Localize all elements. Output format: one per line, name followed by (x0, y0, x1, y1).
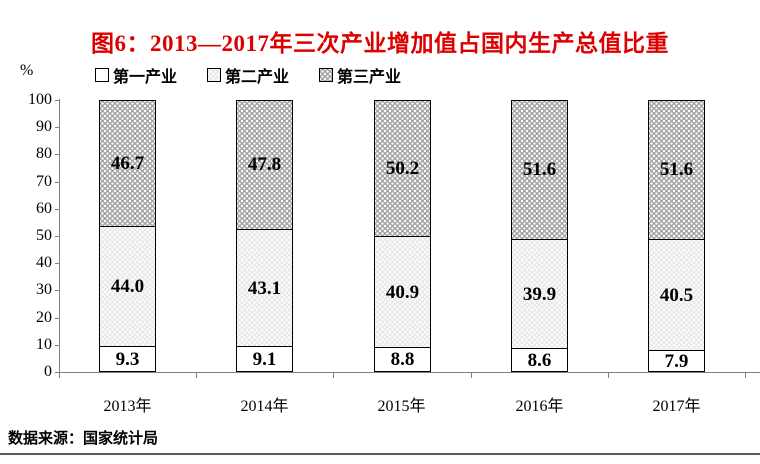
legend-swatch-primary-industry (95, 68, 109, 82)
y-axis-unit-label: % (20, 62, 34, 79)
bar-value-label-series3-2015年: 50.2 (385, 158, 420, 179)
source-note: 数据来源：国家统计局 (8, 430, 159, 447)
y-axis-tick-60 (55, 209, 59, 210)
y-axis-tick-90 (55, 127, 59, 128)
page-bottom-rule (0, 453, 760, 455)
x-axis-tick-1 (196, 373, 197, 378)
y-axis-tick-label-0: 0 (44, 363, 52, 380)
y-axis-line (59, 99, 60, 372)
y-axis-tick-label-80: 80 (36, 145, 52, 162)
y-axis-tick-label-60: 60 (36, 200, 52, 217)
x-axis-tick-5 (745, 373, 746, 378)
y-axis-tick-label-50: 50 (36, 227, 52, 244)
y-axis-tick-label-100: 100 (28, 91, 52, 108)
bar-value-label-series1-2016年: 8.6 (527, 350, 552, 371)
bar-segment-series2-2014年 (236, 230, 293, 347)
y-axis-tick-70 (55, 182, 59, 183)
y-axis-tick-100 (55, 100, 59, 101)
x-axis-tick-4 (608, 373, 609, 378)
y-axis-tick-label-70: 70 (36, 173, 52, 190)
legend-label-secondary-industry: 第二产业 (225, 69, 290, 86)
bar-value-label-series2-2015年: 40.9 (385, 282, 420, 303)
x-axis-tick-0 (59, 373, 60, 378)
y-axis-tick-30 (55, 290, 59, 291)
bar-segment-series3-2015年 (374, 100, 431, 237)
bar-value-label-series2-2013年: 44.0 (110, 276, 145, 297)
legend-swatch-secondary-industry (207, 68, 222, 82)
bar-segment-series2-2017年 (648, 240, 705, 351)
y-axis-tick-label-40: 40 (36, 254, 52, 271)
bar-value-label-series3-2013年: 46.7 (110, 153, 145, 174)
legend-swatch-tertiary-industry (319, 68, 334, 82)
bar-segment-series1-2015年 (374, 348, 431, 372)
legend-item-tertiary-industry: 第三产业 (319, 63, 401, 87)
bar-segment-series3-2014年 (236, 100, 293, 230)
x-axis-label-2017年: 2017年 (652, 398, 701, 415)
chart-title: 图6：2013—2017年三次产业增加值占国内生产总值比重 (91, 31, 669, 56)
y-axis-tick-label-20: 20 (36, 309, 52, 326)
y-axis-tick-20 (55, 318, 59, 319)
bar-value-label-series1-2013年: 9.3 (115, 349, 140, 370)
bar-value-label-series3-2017年: 51.6 (659, 159, 694, 180)
bar-segment-series1-2017年 (648, 351, 705, 372)
x-axis-tick-3 (471, 373, 472, 378)
bar-value-label-series2-2017年: 40.5 (659, 285, 694, 306)
bar-value-label-series3-2014年: 47.8 (247, 154, 282, 175)
x-axis-label-2016年: 2016年 (515, 398, 564, 415)
x-axis-label-2013年: 2013年 (103, 398, 152, 415)
y-axis-tick-40 (55, 263, 59, 264)
legend-label-tertiary-industry: 第三产业 (337, 69, 402, 86)
bar-value-label-series2-2016年: 39.9 (522, 284, 557, 305)
bar-segment-series3-2016年 (511, 100, 568, 240)
y-axis-tick-80 (55, 154, 59, 155)
x-axis-label-2015年: 2015年 (377, 398, 426, 415)
legend: 第一产业 第二产业 第三产业 (95, 63, 401, 87)
bar-value-label-series1-2014年: 9.1 (252, 349, 277, 370)
bar-segment-series1-2013年 (99, 347, 156, 372)
y-axis-tick-label-90: 90 (36, 118, 52, 135)
x-axis-label-2014年: 2014年 (240, 398, 289, 415)
x-axis-tick-2 (333, 373, 334, 378)
bar-segment-series2-2016年 (511, 240, 568, 349)
bar-value-label-series1-2017年: 7.9 (664, 351, 689, 372)
legend-label-primary-industry: 第一产业 (113, 69, 178, 86)
y-axis-tick-label-10: 10 (36, 336, 52, 353)
bar-segment-series2-2015年 (374, 237, 431, 348)
legend-item-secondary-industry: 第二产业 (207, 63, 289, 87)
x-axis-line (59, 372, 760, 373)
y-axis-tick-0 (55, 372, 59, 373)
bar-value-label-series2-2014年: 43.1 (247, 278, 282, 299)
bar-value-label-series3-2016年: 51.6 (522, 159, 557, 180)
bar-segment-series2-2013年 (99, 227, 156, 347)
bar-segment-series1-2016年 (511, 349, 568, 372)
legend-item-primary-industry: 第一产业 (95, 63, 177, 87)
bar-segment-series3-2013年 (99, 100, 156, 227)
y-axis-tick-50 (55, 236, 59, 237)
bar-value-label-series1-2015年: 8.8 (390, 349, 415, 370)
bar-segment-series1-2014年 (236, 347, 293, 372)
y-axis-tick-label-30: 30 (36, 281, 52, 298)
bar-segment-series3-2017年 (648, 100, 705, 240)
y-axis-tick-10 (55, 345, 59, 346)
